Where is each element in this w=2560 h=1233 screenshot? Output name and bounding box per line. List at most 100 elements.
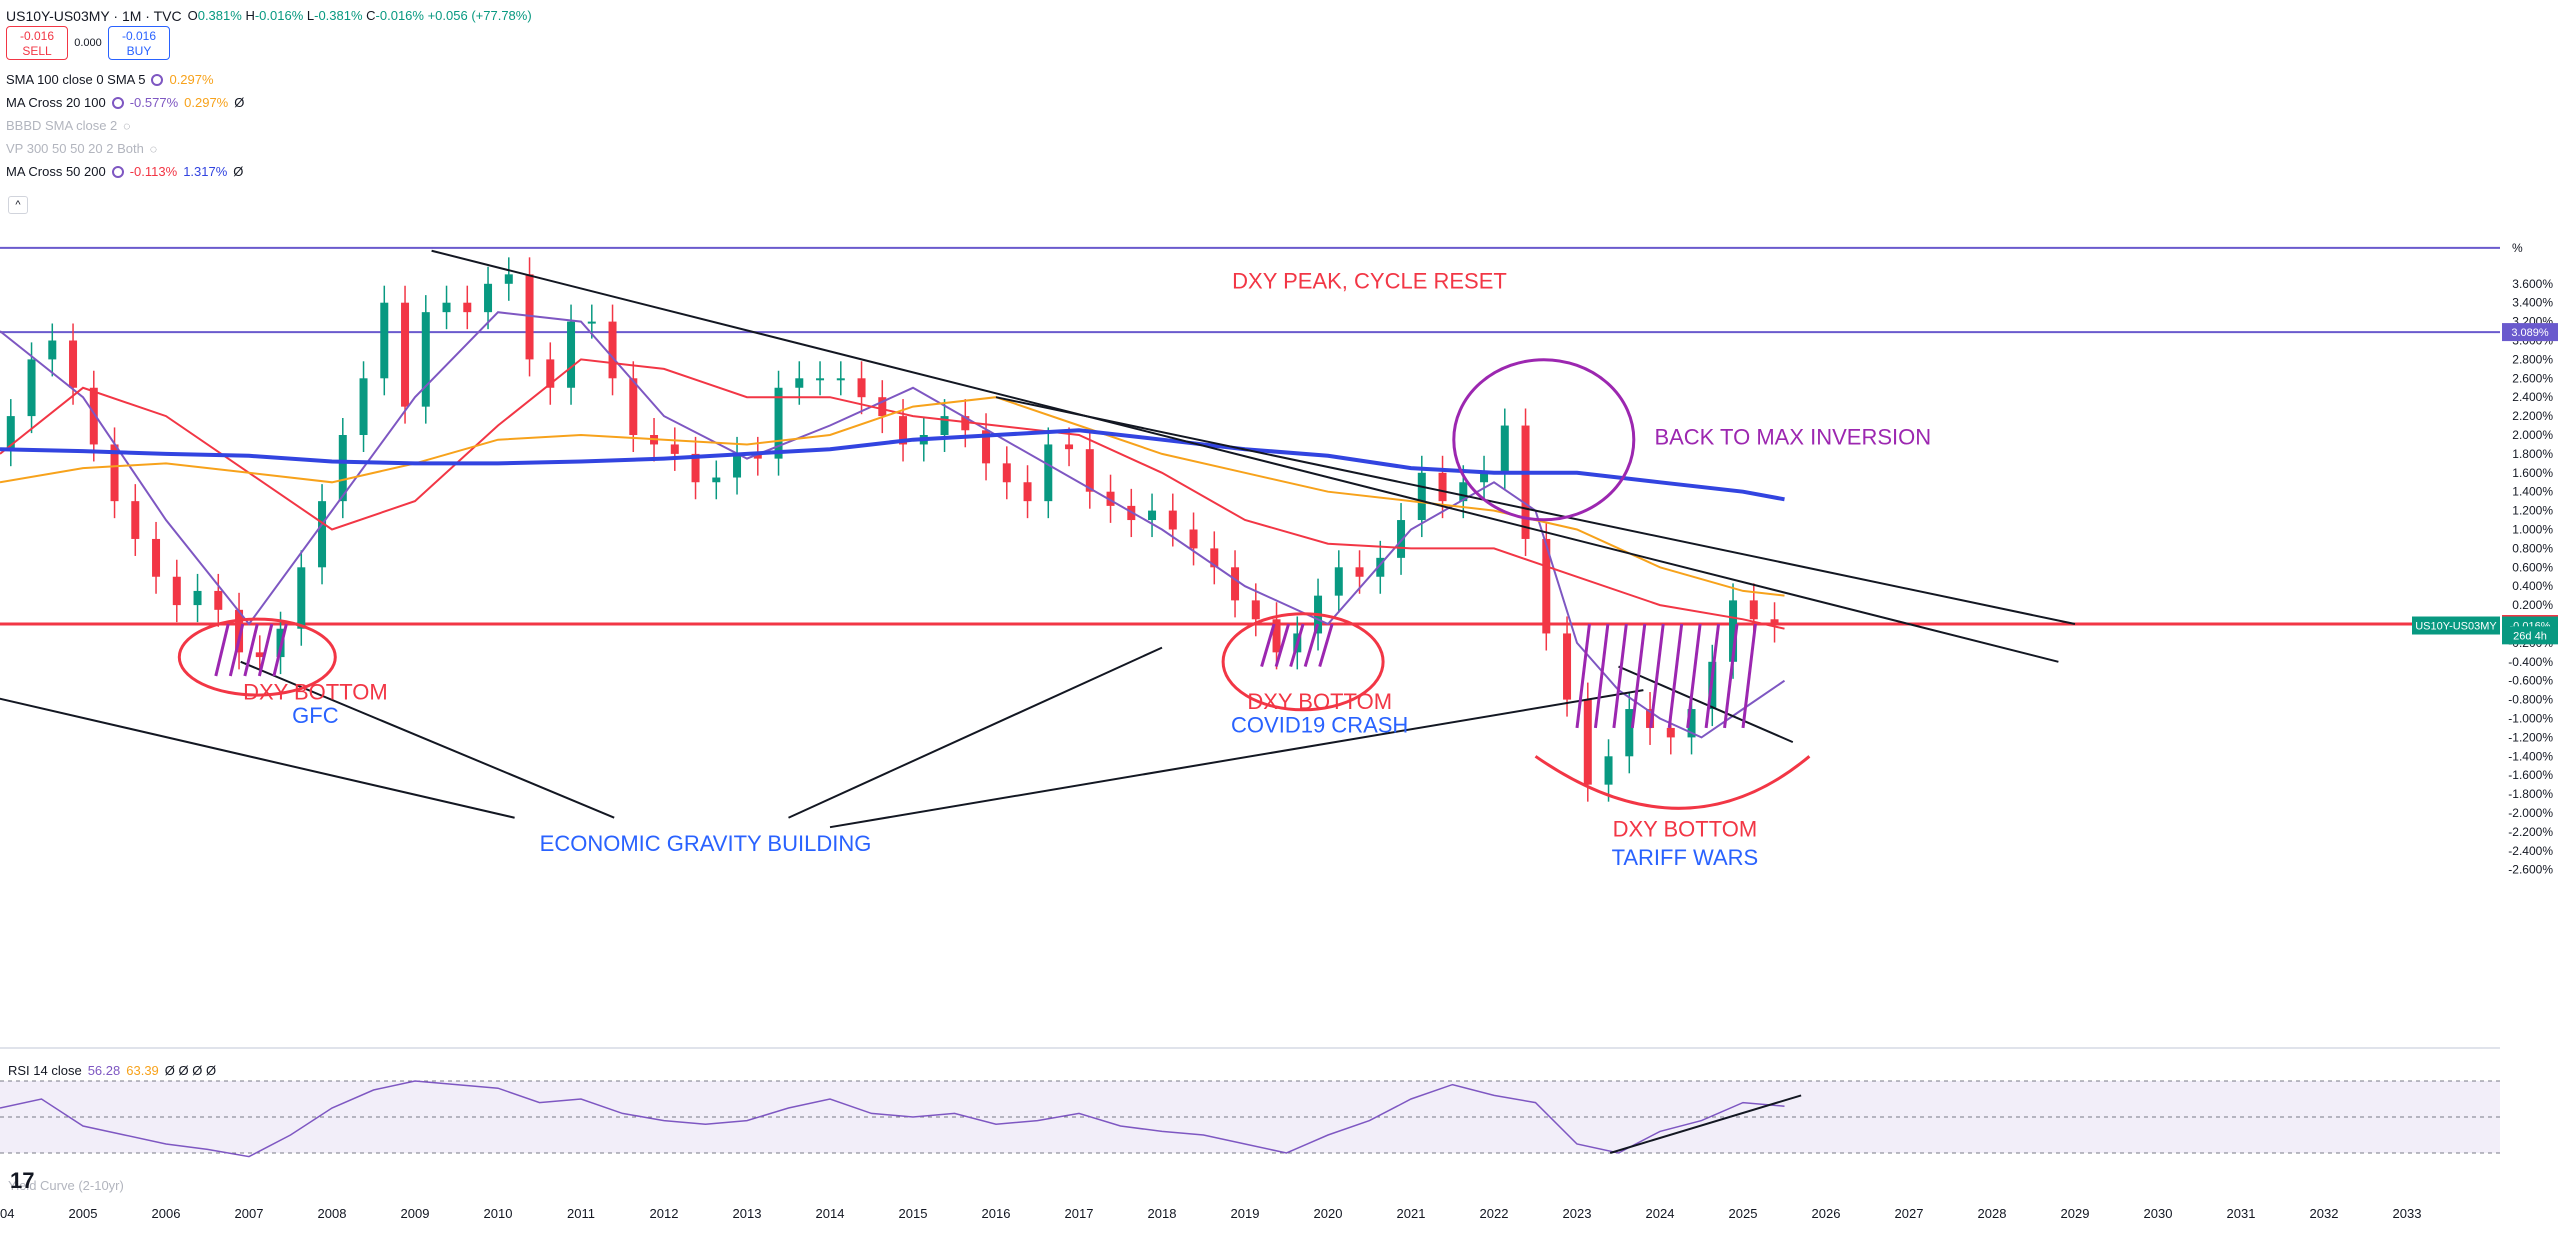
y-tick-label: -1.400% xyxy=(2508,749,2553,763)
candle-body xyxy=(567,321,576,388)
candle-body xyxy=(608,321,617,379)
y-tick-label: -0.600% xyxy=(2508,674,2553,688)
candle-body xyxy=(1251,600,1260,620)
candle-body xyxy=(1231,567,1240,601)
y-tick-label: -0.800% xyxy=(2508,693,2553,707)
price-label-bg xyxy=(2502,323,2558,342)
ohlc-values: O0.381% H-0.016% L-0.381% C-0.016% +0.05… xyxy=(187,8,532,23)
candle-body xyxy=(816,378,825,381)
x-tick-label: 2017 xyxy=(1065,1206,1094,1221)
candle-body xyxy=(1749,600,1758,620)
eye-off-icon[interactable]: ◌ xyxy=(123,118,131,133)
y-tick-label: 2.200% xyxy=(2512,409,2553,423)
candle-body xyxy=(1563,633,1572,700)
candle-body xyxy=(442,302,451,313)
candle-body xyxy=(1729,600,1738,662)
rsi-legend[interactable]: RSI 14 close 56.28 63.39 Ø Ø Ø Ø xyxy=(8,1063,217,1078)
hatch-gfc xyxy=(257,623,274,677)
candle-body xyxy=(48,340,57,360)
candle-body xyxy=(338,435,347,502)
symbol-title[interactable]: US10Y-US03MY · 1M · TVC xyxy=(6,7,182,24)
gear-icon[interactable] xyxy=(151,73,164,86)
gear-icon[interactable] xyxy=(111,96,124,109)
candle-body xyxy=(1397,520,1406,558)
x-tick-label: 2022 xyxy=(1480,1206,1509,1221)
candle-body xyxy=(1687,709,1696,738)
y-tick-label: 1.600% xyxy=(2512,466,2553,480)
hatch-tariff xyxy=(1723,623,1739,729)
candle-body xyxy=(1334,567,1343,596)
candle-body xyxy=(753,453,762,459)
y-tick-label: -2.600% xyxy=(2508,863,2553,877)
candle-body xyxy=(110,444,119,502)
candle-body xyxy=(733,453,742,478)
hatch-tariff xyxy=(1667,623,1684,729)
indicator-bbbd[interactable]: BBBD SMA close 2 ◌ xyxy=(6,118,131,133)
buy-button[interactable]: -0.016 BUY xyxy=(108,26,170,60)
hatch-covid xyxy=(1303,623,1320,667)
y-tick-label: 1.000% xyxy=(2512,523,2553,537)
candle-body xyxy=(1604,756,1613,785)
y-tick-label: -2.400% xyxy=(2508,844,2553,858)
candle-body xyxy=(69,340,78,388)
candle-body xyxy=(1521,425,1530,539)
candle-body xyxy=(940,416,949,435)
candle-body xyxy=(1480,472,1489,483)
candle-body xyxy=(1044,444,1053,502)
yield-curve-legend[interactable]: Yield Curve (2-10yr) xyxy=(8,1178,124,1193)
ma-line-ma100 xyxy=(0,396,1785,597)
y-tick-label: -0.400% xyxy=(2508,655,2553,669)
x-tick-label: 2033 xyxy=(2393,1206,2422,1221)
hatch-tariff xyxy=(1630,623,1647,729)
candle-body xyxy=(1065,444,1074,450)
candle-body xyxy=(27,359,36,417)
gear-icon[interactable] xyxy=(111,165,124,178)
candle-body xyxy=(525,274,534,360)
hatch-tariff xyxy=(1649,623,1665,729)
candle-body xyxy=(318,501,327,568)
x-tick-label: 2019 xyxy=(1231,1206,1260,1221)
annotation-label: TARIFF WARS xyxy=(1612,845,1759,870)
x-tick-label: 2028 xyxy=(1978,1206,2007,1221)
hatch-tariff xyxy=(1593,623,1610,729)
rsi-pane: 60.0040.00 xyxy=(0,1080,2553,1158)
indicator-ma-cross-50-200[interactable]: MA Cross 50 200 -0.113% 1.317% Ø xyxy=(6,164,244,179)
eye-off-icon[interactable]: ◌ xyxy=(149,141,157,156)
annotation-label: DXY BOTTOM xyxy=(1247,689,1392,714)
price-axis-bg xyxy=(2500,0,2560,1228)
candle-body xyxy=(89,387,98,445)
hatch-tariff xyxy=(1575,623,1591,729)
ma-line-ma50 xyxy=(0,358,1785,630)
candle-body xyxy=(255,652,264,658)
hatch-covid xyxy=(1289,623,1305,667)
x-tick-label: 2005 xyxy=(69,1206,98,1221)
candle-body xyxy=(1002,463,1011,483)
sell-button[interactable]: -0.016 SELL xyxy=(6,26,68,60)
circle-gfc-bottom xyxy=(177,617,337,697)
indicator-ma-cross-20-100[interactable]: MA Cross 20 100 -0.577% 0.297% Ø xyxy=(6,95,245,110)
x-tick-label: 2026 xyxy=(1812,1206,1841,1221)
candle-body xyxy=(1542,538,1551,634)
price-label: % xyxy=(2512,241,2523,255)
collapse-legend-button[interactable]: ^ xyxy=(8,196,28,214)
candle-body xyxy=(712,477,721,483)
x-tick-label: 2015 xyxy=(899,1206,928,1221)
candle-body xyxy=(484,283,493,313)
indicator-sma100[interactable]: SMA 100 close 0 SMA 5 0.297% xyxy=(6,72,214,87)
price-label-bg xyxy=(2502,626,2558,645)
candle-body xyxy=(1646,709,1655,728)
x-tick-label: 2004 xyxy=(0,1206,14,1221)
candle-body xyxy=(961,416,970,431)
trendline xyxy=(829,689,1644,829)
hatch-tariff xyxy=(1612,623,1628,729)
y-tick-label: -2.200% xyxy=(2508,825,2553,839)
indicator-vp[interactable]: VP 300 50 50 20 2 Both ◌ xyxy=(6,141,157,156)
candle-body xyxy=(463,302,472,313)
candle-body xyxy=(1148,510,1157,521)
candle-body xyxy=(1376,557,1385,577)
ma-line-ma20 xyxy=(0,311,1786,739)
annotation-label: DXY PEAK, CYCLE RESET xyxy=(1232,269,1507,294)
